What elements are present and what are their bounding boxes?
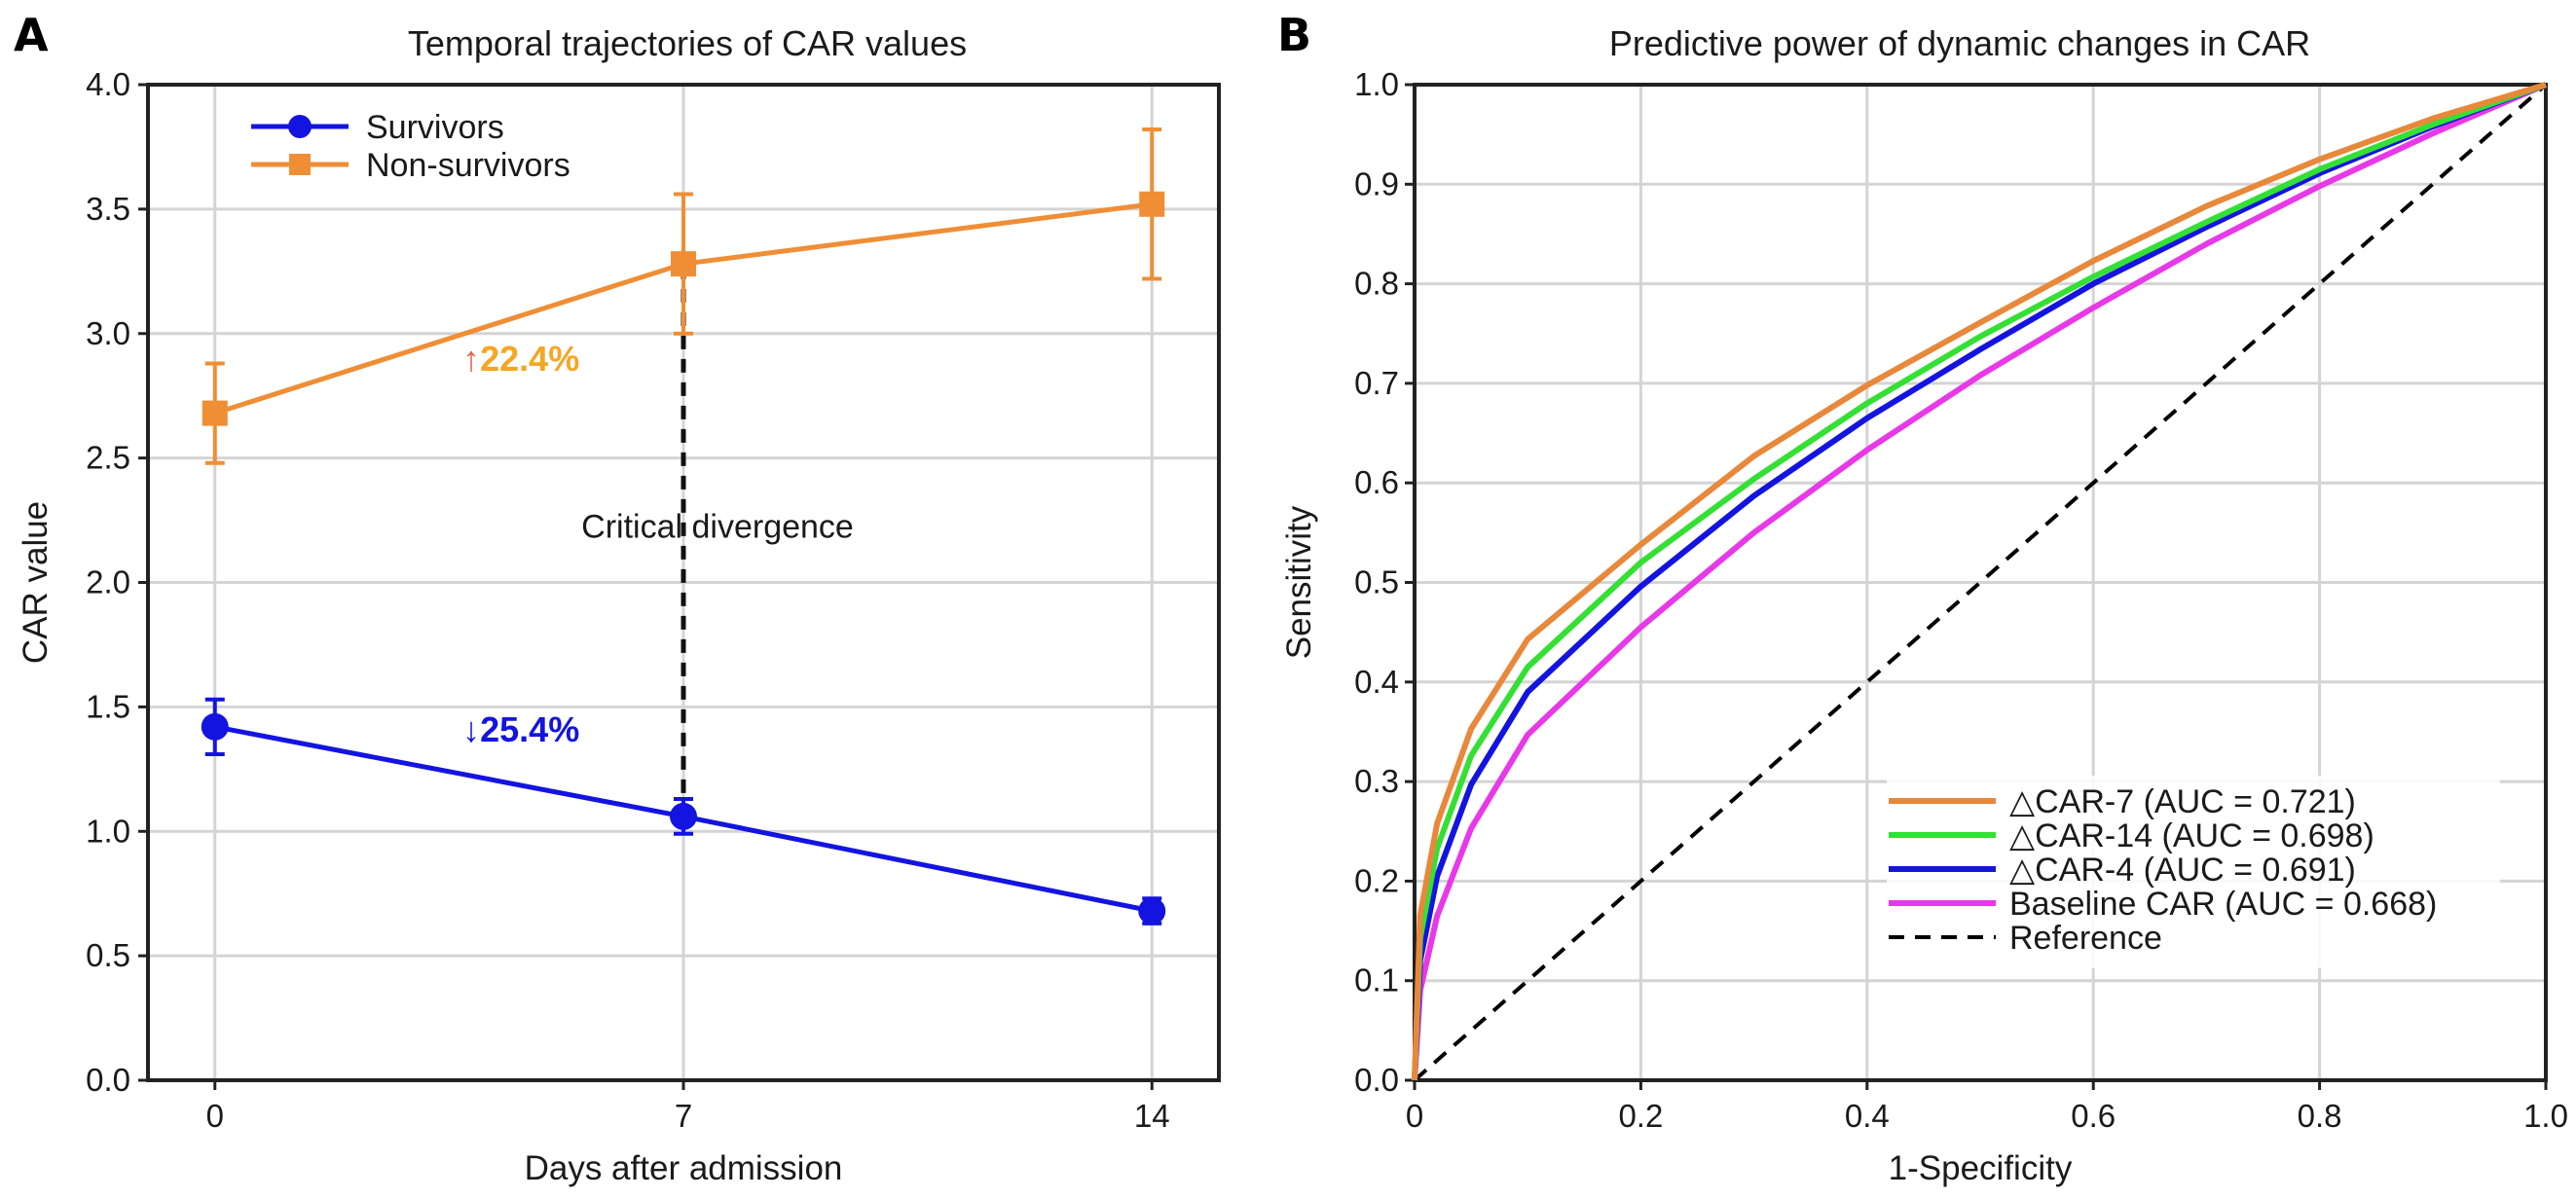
y-tick-label: 0.5	[1354, 564, 1399, 600]
data-point	[201, 712, 229, 741]
data-point	[670, 802, 697, 830]
legend-label: Survivors	[366, 109, 504, 146]
x-tick-label: 14	[1134, 1098, 1170, 1134]
legend-label: Reference	[2009, 920, 2162, 957]
panel-a-letter: A	[14, 9, 49, 61]
x-tick-label: 1.0	[2523, 1098, 2568, 1134]
annotation-text: Critical divergence	[581, 508, 854, 545]
y-tick-label: 0.5	[86, 937, 130, 973]
plot-frame	[1413, 83, 2548, 1082]
y-tick-label: 1.0	[1354, 66, 1399, 102]
y-tick-label: 0.3	[1354, 763, 1399, 799]
roc-curve-2	[1412, 82, 2548, 1081]
y-tick-label: 0.0	[86, 1062, 130, 1098]
annotation-arrow: ↓	[462, 709, 480, 749]
y-tick-label: 2.0	[86, 564, 130, 600]
legend-label: △CAR-14 (AUC = 0.698)	[2009, 817, 2374, 854]
data-point	[202, 400, 228, 426]
y-tick-label: 0.8	[1354, 266, 1399, 302]
y-tick-label: 1.5	[86, 688, 130, 724]
y-tick-label: 4.0	[86, 66, 130, 102]
y-axis-label: CAR value	[17, 501, 55, 664]
chart-a-title: Temporal trajectories of CAR values	[408, 23, 967, 63]
x-tick-label: 0.8	[2298, 1098, 2342, 1134]
y-tick-label: 0.1	[1354, 962, 1399, 998]
y-tick-label: 0.9	[1354, 165, 1399, 201]
data-point	[671, 251, 696, 277]
annotation-value: 25.4%	[480, 709, 579, 749]
roc-curve-3	[1412, 82, 2548, 1081]
legend-label: Non-survivors	[366, 147, 570, 184]
annotation-percent: ↑22.4%	[462, 339, 579, 379]
x-tick-label: 0	[206, 1098, 224, 1134]
roc-curve-0	[1412, 82, 2547, 1081]
annotation-percent: ↓25.4%	[462, 709, 579, 749]
y-tick-label: 1.0	[86, 813, 130, 849]
x-tick-label: 0.6	[2071, 1098, 2116, 1134]
y-tick-label: 0.7	[1354, 365, 1399, 401]
x-tick-label: 0.2	[1618, 1098, 1663, 1134]
roc-curve-1	[1412, 82, 2547, 1081]
plot-frame	[146, 83, 1221, 1082]
chart-a-area: 0.0 0.5 1.0 1.5 2.0 2.5 3.0 3.5 4.0 0 7 14 Days afte…	[17, 66, 1221, 1187]
legend-label: △CAR-4 (AUC = 0.691)	[2009, 852, 2356, 889]
data-point	[1139, 191, 1165, 217]
x-tick-label: 0.4	[1845, 1098, 1890, 1134]
x-tick-label: 7	[675, 1098, 692, 1134]
legend-marker	[289, 154, 311, 175]
y-tick-label: 0.0	[1354, 1062, 1399, 1098]
y-tick-label: 2.5	[86, 440, 130, 476]
annotation-value: 22.4%	[480, 339, 579, 379]
y-tick-label: 3.5	[86, 191, 130, 227]
data-point	[1138, 897, 1166, 926]
panel-b-letter: B	[1277, 9, 1311, 61]
y-tick-label: 3.0	[86, 315, 130, 351]
annotation-arrow: ↑	[462, 339, 480, 379]
legend-label: Baseline CAR (AUC = 0.668)	[2009, 886, 2437, 923]
chart-b-area: 0.0 0.1 0.2 0.3 0.4 0.5 0.6 0.7 0.8 0.9 1.0 0 0.2 0.4…	[1280, 66, 2568, 1187]
x-tick-label: 0	[1406, 1098, 1423, 1134]
x-axis-label: Days after admission	[525, 1149, 843, 1187]
y-tick-label: 0.4	[1354, 664, 1399, 700]
legend-label: △CAR-7 (AUC = 0.721)	[2009, 783, 2356, 820]
y-tick-label: 0.6	[1354, 464, 1399, 500]
roc-curve-4	[1413, 83, 2548, 1082]
x-axis-label: 1-Specificity	[1889, 1149, 2073, 1187]
y-axis-label: Sensitivity	[1280, 505, 1318, 659]
chart-b-title: Predictive power of dynamic changes in C…	[1609, 23, 2310, 63]
y-tick-label: 0.2	[1354, 862, 1399, 898]
legend-marker	[288, 115, 312, 138]
